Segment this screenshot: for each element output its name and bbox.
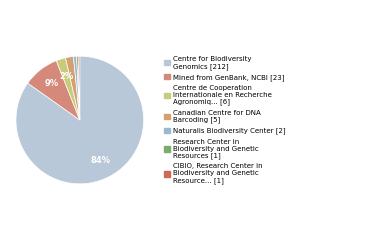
Wedge shape: [77, 56, 80, 120]
Wedge shape: [78, 56, 80, 120]
Text: 2%: 2%: [59, 72, 73, 81]
Wedge shape: [73, 56, 80, 120]
Wedge shape: [28, 61, 80, 120]
Text: 9%: 9%: [44, 79, 59, 88]
Wedge shape: [16, 56, 144, 184]
Legend: Centre for Biodiversity
Genomics [212], Mined from GenBank, NCBI [23], Centre de: Centre for Biodiversity Genomics [212], …: [163, 54, 288, 186]
Text: 84%: 84%: [91, 156, 111, 165]
Wedge shape: [56, 58, 80, 120]
Wedge shape: [65, 56, 80, 120]
